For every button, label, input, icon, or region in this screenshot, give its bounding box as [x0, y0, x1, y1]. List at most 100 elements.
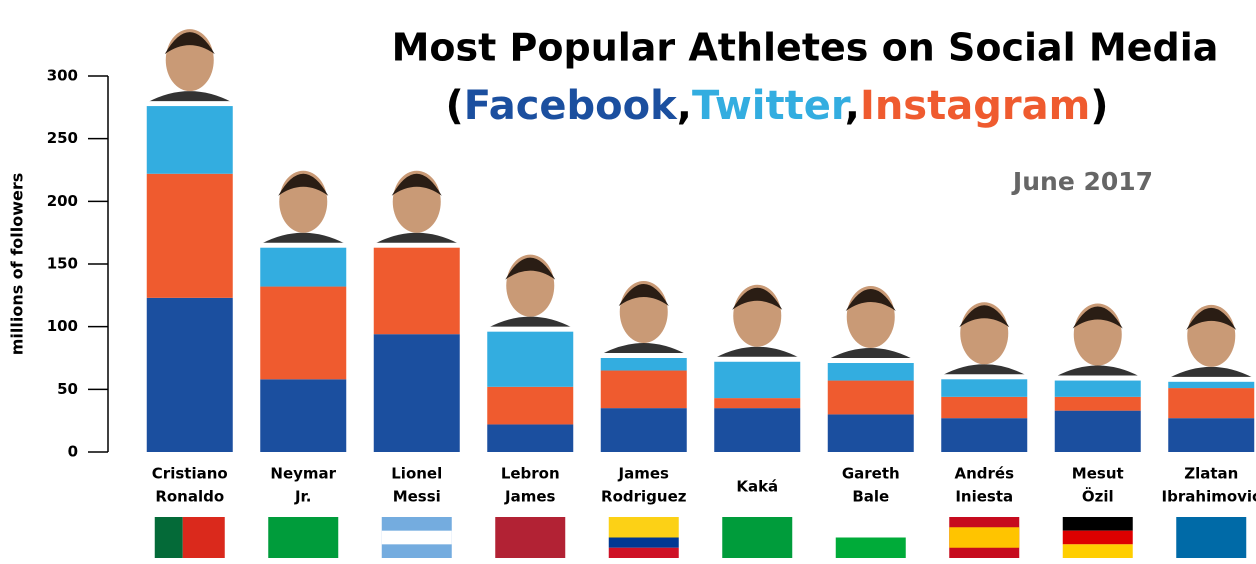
bar-segment	[260, 286, 347, 380]
flag-stripe	[268, 517, 339, 558]
portrait-hair	[1186, 307, 1237, 330]
bar-segment	[1168, 381, 1255, 389]
portrait-hair	[845, 289, 896, 312]
flag-stripe	[608, 517, 679, 538]
portrait-shoulders	[715, 346, 800, 358]
flag-stripe	[182, 517, 225, 558]
bar-segment	[941, 418, 1028, 452]
legend-punctuation: )	[1090, 83, 1108, 129]
x-tick-label: Kaká	[736, 478, 778, 496]
portrait-hair	[164, 32, 215, 55]
portrait-shoulders	[374, 232, 459, 244]
flag-stripe	[154, 517, 183, 558]
x-tick-label: Ibrahimović	[1162, 488, 1256, 506]
legend-entry: Twitter	[692, 83, 851, 129]
x-tick-label: Messi	[393, 488, 441, 506]
bar-segment	[827, 380, 914, 415]
x-tick-label: James	[618, 465, 670, 483]
x-tick-label: Özil	[1082, 487, 1114, 506]
bar-segment	[1168, 388, 1255, 419]
portrait-hair	[1072, 306, 1123, 329]
annotation: June 2017	[1011, 167, 1153, 196]
bar-segment	[600, 408, 687, 452]
flag-stripe	[835, 537, 906, 558]
bar-segment	[487, 424, 574, 452]
bar-segment	[827, 414, 914, 452]
legend-entry: Instagram	[860, 83, 1090, 129]
bar-segment	[487, 331, 574, 387]
bar-segment	[487, 386, 574, 425]
y-tick-label: 250	[47, 129, 78, 147]
y-tick-label: 100	[47, 317, 78, 335]
portrait-shoulders	[601, 343, 686, 354]
legend-entry: Facebook	[464, 83, 678, 129]
x-tick-label: Lionel	[391, 465, 442, 483]
bar-segment	[714, 361, 801, 399]
x-tick-label: Neymar	[270, 465, 336, 483]
y-tick-label: 200	[47, 192, 78, 210]
bar-segment	[714, 408, 801, 452]
bar-segment	[1054, 410, 1141, 452]
flag-stripe	[608, 547, 679, 558]
x-tick-label: Bale	[852, 488, 889, 506]
bar-segment	[600, 358, 687, 371]
x-tick-label: Andrés	[954, 465, 1014, 483]
portrait-shoulders	[1169, 366, 1254, 378]
portrait-hair	[618, 284, 669, 306]
bar-segment	[600, 370, 687, 409]
flag-stripe	[1062, 530, 1133, 545]
portrait-hair	[959, 305, 1010, 328]
bar-segment	[827, 363, 914, 381]
portrait-shoulders	[1055, 365, 1140, 377]
y-tick-label: 300	[47, 67, 78, 85]
y-tick-label: 0	[68, 443, 78, 461]
bar-segment	[714, 398, 801, 409]
x-tick-label: Zlatan	[1184, 465, 1238, 483]
portrait-shoulders	[828, 348, 913, 360]
flag-stripe	[722, 517, 793, 558]
y-tick-label: 50	[57, 380, 78, 398]
portrait-shoulders	[942, 364, 1027, 376]
flag-stripe	[1062, 517, 1133, 531]
legend-punctuation: (	[445, 83, 463, 129]
flag-stripe	[608, 537, 679, 548]
flag-stripe	[381, 530, 452, 545]
bar-segment	[146, 297, 233, 452]
portrait-hair	[505, 257, 556, 280]
legend-punctuation: ,	[677, 83, 692, 129]
x-tick-label: Ronaldo	[155, 488, 224, 506]
bar-segment	[146, 106, 233, 174]
bar-segment	[146, 173, 233, 298]
portrait-hair	[278, 173, 329, 196]
y-tick-label: 150	[47, 255, 78, 273]
x-tick-label: Cristiano	[152, 465, 228, 483]
portrait-shoulders	[488, 316, 573, 328]
x-tick-label: James	[504, 488, 556, 506]
flag-stripe	[1062, 544, 1133, 558]
x-tick-label: Iniesta	[955, 488, 1013, 506]
x-tick-label: Mesut	[1072, 465, 1124, 483]
bar-segment	[941, 379, 1028, 397]
flag-stripe	[1176, 517, 1247, 558]
bar-segment	[1054, 396, 1141, 411]
x-tick-label: Jr.	[294, 488, 312, 506]
portrait-shoulders	[261, 232, 346, 244]
bar-segment	[1168, 418, 1255, 452]
x-tick-label: Rodriguez	[601, 488, 687, 506]
bar-segment	[260, 247, 347, 287]
legend-punctuation: ,	[845, 83, 860, 129]
x-tick-label: Lebron	[501, 465, 560, 483]
bar-segment	[260, 379, 347, 452]
y-axis-label: millions of followers	[8, 173, 27, 356]
bar-segment	[373, 334, 460, 452]
portrait-shoulders	[147, 91, 232, 103]
portrait-hair	[391, 173, 442, 196]
x-tick-label: Gareth	[842, 465, 900, 483]
bar-segment	[1054, 380, 1141, 397]
flag-stripe	[835, 517, 906, 538]
chart-title: Most Popular Athletes on Social Media	[392, 26, 1219, 70]
bar-segment	[373, 247, 460, 335]
legend: (Facebook,Twitter,Instagram)	[445, 83, 1108, 129]
flag-stripe	[949, 527, 1020, 548]
